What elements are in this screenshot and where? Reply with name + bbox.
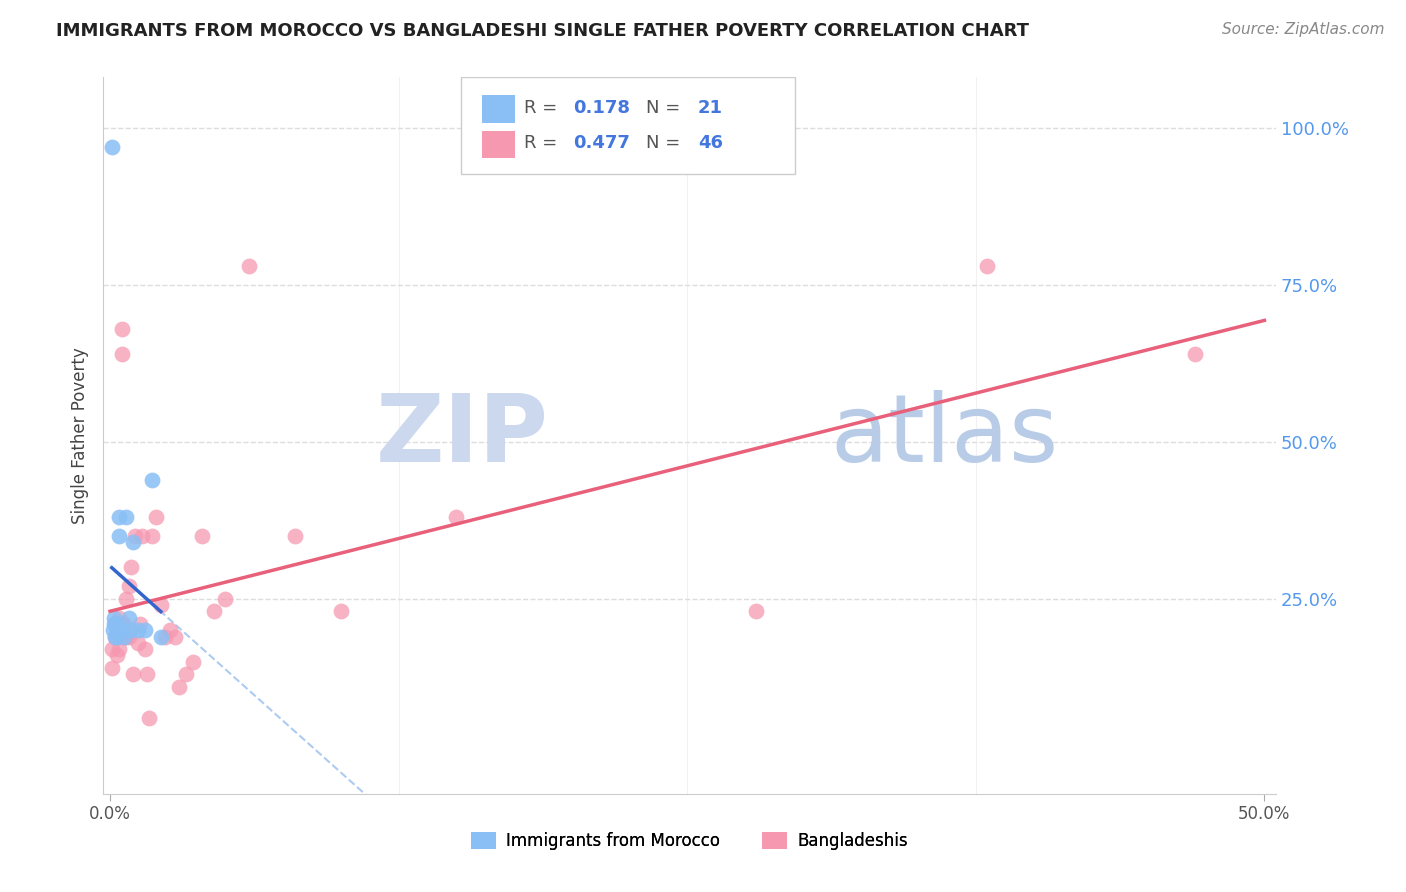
Point (105, 617, 128, 632)
Point (105, 624, 128, 638)
Point (112, 630, 135, 644)
Point (149, 598, 172, 612)
Point (149, 630, 172, 644)
Point (112, 630, 135, 644)
Point (238, 259, 260, 273)
Point (191, 529, 214, 543)
Point (103, 611, 125, 625)
FancyBboxPatch shape (461, 78, 796, 174)
Point (163, 630, 186, 644)
Point (110, 347, 132, 361)
Point (127, 624, 149, 638)
Point (110, 322, 132, 336)
Point (169, 680, 191, 694)
Point (110, 617, 132, 632)
Point (159, 624, 181, 638)
Point (145, 510, 167, 524)
Text: R =: R = (524, 135, 564, 153)
Text: R =: R = (524, 98, 564, 117)
Point (108, 529, 131, 543)
Point (101, 139, 124, 153)
Text: 46: 46 (697, 135, 723, 153)
Point (745, 605, 768, 619)
Point (181, 655, 204, 669)
Point (124, 529, 146, 543)
Point (136, 667, 159, 681)
Point (112, 617, 135, 632)
Text: Source: ZipAtlas.com: Source: ZipAtlas.com (1222, 22, 1385, 37)
Point (202, 605, 225, 619)
Text: 0.178: 0.178 (574, 98, 630, 117)
Point (104, 630, 127, 644)
Point (115, 630, 138, 644)
Point (329, 605, 352, 619)
Point (138, 711, 160, 725)
Point (131, 529, 153, 543)
Text: 21: 21 (697, 98, 723, 117)
Text: 0.477: 0.477 (574, 135, 630, 153)
FancyBboxPatch shape (482, 95, 515, 122)
Point (134, 642, 156, 657)
Point (174, 667, 197, 681)
Point (115, 591, 138, 606)
Point (108, 510, 131, 524)
Point (120, 624, 142, 638)
Point (104, 617, 127, 632)
Point (110, 624, 132, 638)
Point (101, 624, 124, 638)
Text: atlas: atlas (831, 390, 1059, 482)
Point (1184, 347, 1206, 361)
Point (976, 259, 998, 273)
Point (120, 560, 142, 574)
Point (108, 611, 131, 625)
Point (134, 624, 156, 638)
Point (105, 630, 128, 644)
Point (446, 510, 468, 524)
Point (105, 630, 128, 644)
Legend: Immigrants from Morocco, Bangladeshis: Immigrants from Morocco, Bangladeshis (465, 825, 914, 857)
Point (103, 617, 125, 632)
Point (117, 611, 139, 625)
Text: IMMIGRANTS FROM MOROCCO VS BANGLADESHI SINGLE FATHER POVERTY CORRELATION CHART: IMMIGRANTS FROM MOROCCO VS BANGLADESHI S… (56, 22, 1029, 40)
FancyBboxPatch shape (482, 131, 515, 159)
Point (129, 617, 152, 632)
Point (214, 591, 236, 606)
Point (101, 642, 124, 657)
Point (101, 661, 124, 675)
Point (122, 667, 145, 681)
Point (105, 617, 128, 632)
Point (141, 529, 163, 543)
Point (127, 636, 149, 650)
Point (141, 473, 163, 487)
Point (122, 535, 145, 549)
Point (105, 648, 128, 663)
Point (117, 630, 139, 644)
Point (284, 529, 307, 543)
Text: N =: N = (647, 135, 686, 153)
Text: N =: N = (647, 98, 686, 117)
Point (155, 630, 177, 644)
Text: ZIP: ZIP (375, 390, 548, 482)
Y-axis label: Single Father Poverty: Single Father Poverty (72, 347, 89, 524)
Point (117, 579, 139, 593)
Point (108, 642, 131, 657)
Point (115, 510, 138, 524)
Point (104, 630, 127, 644)
Point (104, 617, 127, 632)
